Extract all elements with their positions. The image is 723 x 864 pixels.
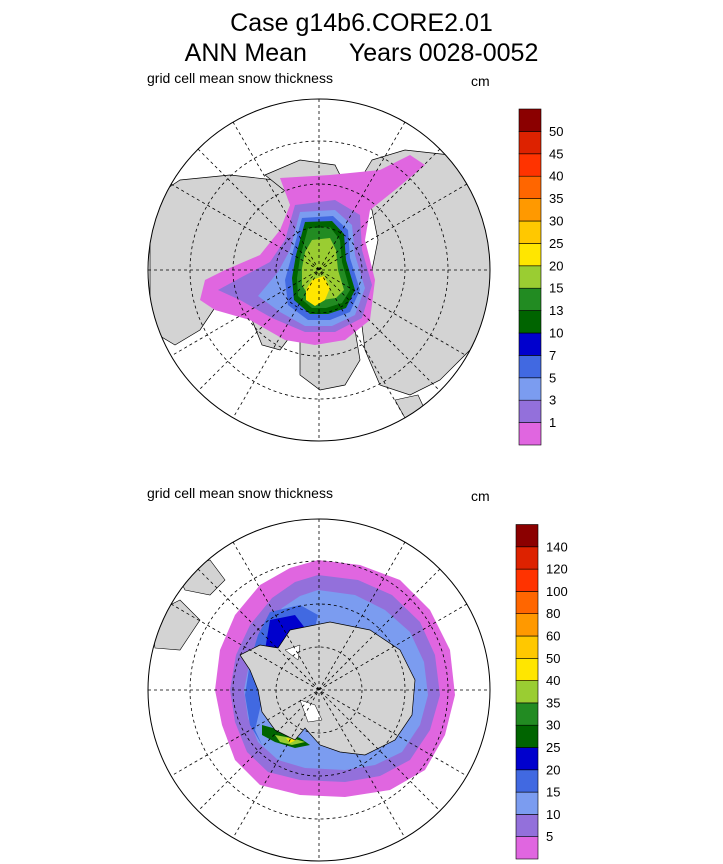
south-colorbar-box [515, 613, 539, 637]
south-colorbar-box [515, 546, 539, 570]
north-colorbar-tick-label: 30 [549, 214, 563, 229]
south-colorbar-box [515, 769, 539, 793]
north-colorbar-box [518, 153, 542, 177]
south-colorbar-box [515, 680, 539, 704]
north-colorbar-tick-label: 25 [549, 236, 563, 251]
north-colorbar-box [518, 377, 542, 401]
north-colorbar-tick-label: 15 [549, 281, 563, 296]
south-colorbar: 5 10 15 20 25 30 35 40 50 60 80 100 120 140 [515, 524, 568, 860]
north-colorbar-box [518, 220, 542, 244]
north-unit-label: cm [471, 73, 490, 89]
south-colorbar-box [515, 814, 539, 838]
north-colorbar-tick-label: 5 [549, 370, 556, 385]
north-colorbar-box [518, 175, 542, 199]
north-colorbar-tick-label: 35 [549, 191, 563, 206]
north-colorbar-tick-label: 3 [549, 393, 556, 408]
south-colorbar-tick-label: 15 [546, 785, 560, 800]
north-colorbar-box [518, 399, 542, 423]
south-colorbar-box [515, 524, 539, 548]
south-colorbar-box [515, 791, 539, 815]
south-colorbar-tick-label: 50 [546, 651, 560, 666]
north-colorbar-tick-label: 20 [549, 258, 563, 273]
south-panel-label: grid cell mean snow thickness [147, 485, 333, 501]
figure-title: Case g14b6.CORE2.01 [230, 9, 493, 37]
south-colorbar-box [515, 635, 539, 659]
south-colorbar-box [515, 836, 539, 860]
north-colorbar-box [518, 310, 542, 334]
south-polar-map [147, 518, 491, 862]
north-colorbar-box [518, 355, 542, 379]
south-colorbar-tick-label: 40 [546, 673, 560, 688]
north-colorbar-tick-label: 7 [549, 348, 556, 363]
south-colorbar-tick-label: 80 [546, 606, 560, 621]
south-colorbar-box [515, 657, 539, 681]
south-snow-50 [286, 738, 296, 743]
south-colorbar-box [515, 747, 539, 771]
years-range: Years 0028-0052 [348, 39, 539, 67]
north-panel-label: grid cell mean snow thickness [147, 70, 333, 86]
north-colorbar-tick-label: 40 [549, 169, 563, 184]
north-colorbar-tick-label: 10 [549, 326, 563, 341]
north-colorbar-box [518, 131, 542, 155]
mean-type: ANN Mean [184, 39, 307, 67]
south-unit-label: cm [471, 488, 490, 504]
south-colorbar-tick-label: 120 [546, 562, 568, 577]
south-colorbar-tick-label: 35 [546, 695, 560, 710]
north-colorbar-tick-label: 13 [549, 303, 563, 318]
north-snow-25 [306, 276, 330, 306]
north-colorbar-box [518, 198, 542, 222]
north-colorbar-box [518, 287, 542, 311]
north-colorbar-tick-label: 50 [549, 124, 563, 139]
north-colorbar-box [518, 332, 542, 356]
south-colorbar-box [515, 591, 539, 615]
south-colorbar-tick-label: 100 [546, 584, 568, 599]
north-colorbar-box [518, 265, 542, 289]
south-colorbar-tick-label: 20 [546, 762, 560, 777]
south-colorbar-tick-label: 30 [546, 718, 560, 733]
north-polar-map [147, 98, 491, 442]
figure-subtitle: ANN Mean Years 0028-0052 [0, 38, 723, 68]
south-colorbar-tick-label: 60 [546, 629, 560, 644]
south-colorbar-box [515, 702, 539, 726]
south-colorbar-box [515, 724, 539, 748]
north-colorbar-box [518, 243, 542, 267]
south-colorbar-tick-label: 140 [546, 539, 568, 554]
south-colorbar-tick-label: 5 [546, 829, 553, 844]
north-colorbar-tick-label: 1 [549, 415, 556, 430]
south-colorbar-tick-label: 10 [546, 807, 560, 822]
north-colorbar-box [518, 422, 542, 446]
south-colorbar-tick-label: 25 [546, 740, 560, 755]
south-colorbar-box [515, 568, 539, 592]
north-colorbar-tick-label: 45 [549, 146, 563, 161]
north-colorbar-box [518, 108, 542, 132]
